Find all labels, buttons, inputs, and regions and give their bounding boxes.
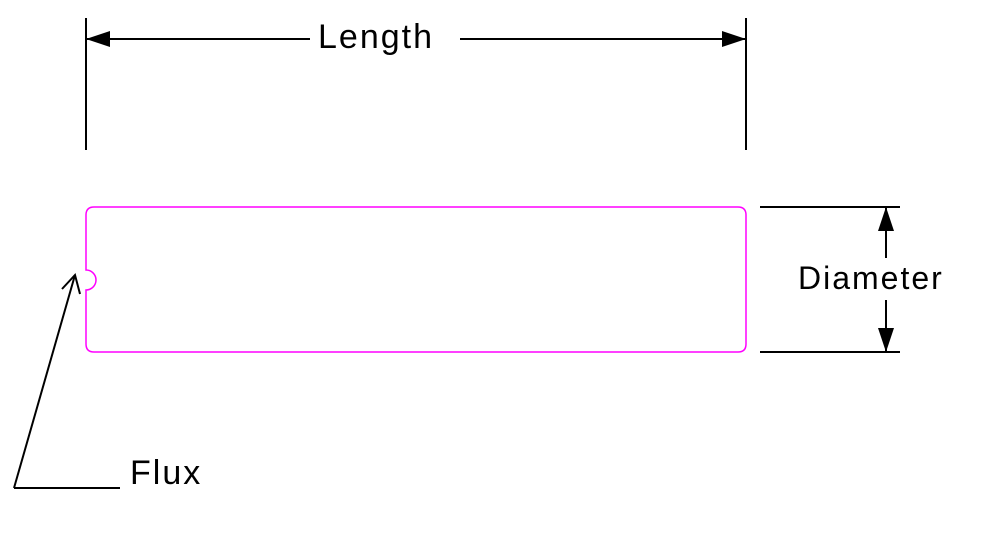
technical-diagram: Length Diameter Flux	[0, 0, 995, 543]
flux-label: Flux	[130, 454, 202, 493]
length-label: Length	[318, 18, 434, 57]
rod-shape	[86, 207, 746, 352]
diameter-label: Diameter	[798, 260, 944, 297]
flux-leader	[14, 275, 120, 488]
